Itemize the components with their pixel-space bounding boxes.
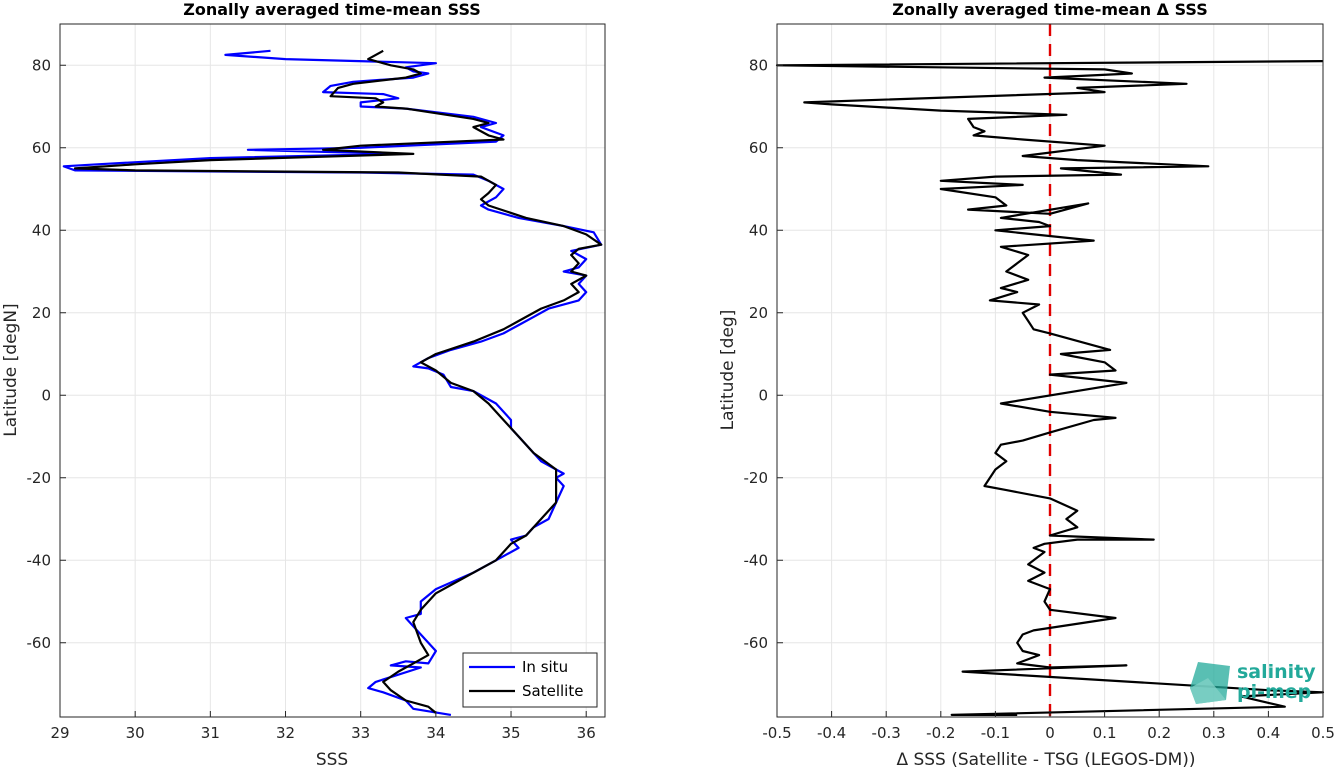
logo-mark-shade: [1190, 678, 1226, 704]
left-axes-box: [59, 23, 606, 718]
right-x-tick-label: -0.3: [872, 724, 901, 742]
left-x-tick-label: 36: [577, 724, 596, 742]
right-x-tick-label: -0.4: [817, 724, 846, 742]
right-x-tick-label: 0.3: [1202, 724, 1226, 742]
right-x-tick-label: 0.5: [1311, 724, 1335, 742]
left-x-tick-label: 29: [50, 724, 69, 742]
left-y-tick-label: -40: [27, 551, 52, 569]
left-x-tick-label: 35: [501, 724, 520, 742]
right-series-group: [775, 60, 1325, 717]
left-x-tick-label: 30: [126, 724, 145, 742]
left-axes: Zonally averaged time-mean SSS 29 30 31 32 3…: [1, 0, 606, 769]
left-y-tick-label: -60: [27, 634, 52, 652]
legend-label-satellite: Satellite: [522, 682, 583, 700]
right-y-axis-label: Latitude [deg]: [718, 310, 738, 431]
left-y-tick-label: 20: [32, 304, 51, 322]
left-series-group: [62, 49, 603, 716]
left-y-tick-label: -20: [27, 469, 52, 487]
right-y-tick-label: -20: [744, 469, 769, 487]
left-y-tick-label: 80: [32, 56, 51, 74]
right-y-tick-label: 80: [749, 56, 768, 74]
legend: In situ Satellite: [462, 652, 598, 708]
right-chart-title: Zonally averaged time-mean Δ SSS: [892, 0, 1208, 19]
logo-text-pi-mep: pi-mep: [1237, 681, 1311, 703]
left-x-axis-label: SSS: [316, 750, 348, 769]
salinity-pi-mep-logo: salinity pi-mep: [1190, 661, 1316, 704]
left-gridlines: [59, 24, 605, 717]
right-ticks: -0.5 -0.4 -0.3 -0.2 -0.1 0 0.1 0.2 0.3 0.4 0.5 -60 -…: [744, 56, 1335, 742]
left-chart-title: Zonally averaged time-mean SSS: [183, 0, 481, 19]
right-x-tick-label: -0.5: [762, 724, 791, 742]
left-x-tick-label: 34: [426, 724, 445, 742]
left-x-tick-label: 31: [201, 724, 220, 742]
right-y-tick-label: -40: [744, 551, 769, 569]
left-series-line-satellite: [73, 49, 603, 714]
right-x-axis-label: Δ SSS (Satellite - TSG (LEGOS-DM)): [896, 750, 1195, 769]
right-y-tick-label: -60: [744, 634, 769, 652]
right-series-line-series-1: [775, 60, 1325, 717]
right-x-tick-label: -0.1: [981, 724, 1010, 742]
right-y-tick-label: 0: [758, 386, 768, 404]
right-x-tick-label: 0.1: [1093, 724, 1117, 742]
legend-box: [462, 652, 598, 708]
left-ticks: 29 30 31 32 33 34 35 36 -60 -40 -20 0 20 40 60 80: [27, 56, 596, 742]
legend-label-in-situ: In situ: [522, 658, 568, 676]
right-x-tick-label: 0: [1045, 724, 1055, 742]
right-x-tick-label: -0.2: [926, 724, 955, 742]
left-x-tick-label: 33: [351, 724, 370, 742]
right-y-tick-label: 60: [749, 139, 768, 157]
left-x-tick-label: 32: [276, 724, 295, 742]
logo-text-salinity: salinity: [1237, 661, 1316, 683]
right-axes: Zonally averaged time-mean Δ SSS -0.5 -0.…: [718, 0, 1335, 769]
left-y-tick-label: 40: [32, 221, 51, 239]
right-x-tick-label: 0.4: [1256, 724, 1280, 742]
right-y-tick-label: 20: [749, 304, 768, 322]
right-y-tick-label: 40: [749, 221, 768, 239]
right-x-tick-label: 0.2: [1147, 724, 1171, 742]
left-y-tick-label: 0: [41, 386, 51, 404]
left-y-tick-label: 60: [32, 139, 51, 157]
left-y-axis-label: Latitude [degN]: [1, 303, 21, 436]
